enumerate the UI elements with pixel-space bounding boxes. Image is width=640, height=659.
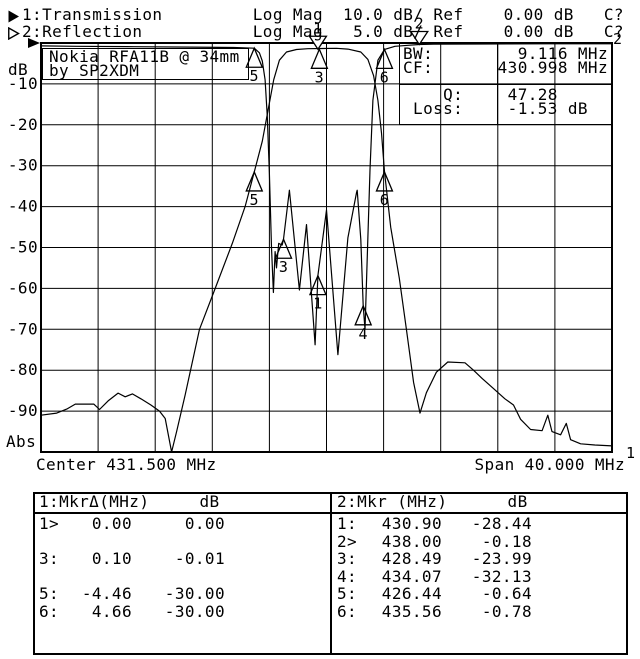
marker-6-label: 6 <box>380 191 389 209</box>
table1-marker-id: 6: <box>39 601 60 621</box>
table1-db-delta: 0.00 <box>184 514 225 533</box>
y-axis-tick-label: -20 <box>8 115 38 134</box>
y-axis-tick-label: -50 <box>8 238 38 257</box>
table1-marker-id: 3: <box>39 549 60 568</box>
table2-freq: 435.56 <box>381 601 442 621</box>
table2-marker-id: 1: <box>337 514 358 533</box>
annotation-title: Nokia RFA11B @ 34mm <box>49 47 240 66</box>
table1-marker-id: 5: <box>39 584 60 603</box>
y-axis-tick-label: -30 <box>8 156 38 175</box>
marker-4-triangle <box>354 304 373 326</box>
marker-5-label: 5 <box>250 67 259 85</box>
marker-table2-header: 2:Mkr (MHz) dB <box>337 492 528 511</box>
marker-1-triangle <box>308 273 327 296</box>
marker-1-label: 1 <box>313 19 322 37</box>
marker-5-label: 5 <box>250 191 259 209</box>
marker-3-triangle <box>274 237 293 259</box>
info-row-value: 9.116 MHz <box>517 44 608 63</box>
table2-freq: 430.90 <box>381 514 442 533</box>
table2-db: -32.13 <box>471 566 532 586</box>
table1-db-delta: -0.01 <box>174 549 225 568</box>
info-row-value: 47.28 <box>507 85 608 104</box>
measurement-info-box: BW: 9.116 MHz CF: 430.998 MHz Q: 47.28 Loss:… <box>399 43 612 125</box>
y-axis-tick-label: -70 <box>8 319 38 338</box>
y-axis-tick-label: -80 <box>8 360 38 379</box>
info-row-label: CF: <box>403 58 434 77</box>
table2-db: -23.99 <box>471 549 532 568</box>
x-axis-center-label: Center 431.500 MHz <box>36 455 217 474</box>
table1-freq-delta: -4.46 <box>81 584 132 603</box>
annotation-subtitle: by SP2XDM <box>49 61 140 80</box>
title-annotation-box: Nokia RFA11B @ 34mm by SP2XDM <box>42 48 249 80</box>
table1-db-delta: -30.00 <box>164 601 225 621</box>
measurement-plot: 1 3 5 6 1 2 3 4 5 6 dB-10 -20 -30 -40 -50 -60 -70 -80 -90 A… <box>6 14 635 474</box>
table2-marker-id: 4: <box>337 566 358 586</box>
table2-db: -0.18 <box>481 531 532 551</box>
info-row-label: BW: <box>403 44 434 63</box>
trace1-header: 1:Transmission Log Mag 10.0 dB/ Ref 0.00… <box>22 5 624 24</box>
y-axis-tick-label: -90 <box>8 401 38 420</box>
info-row-value: -1.53 dB <box>507 99 608 118</box>
info-box-divider-horizontal <box>400 83 611 85</box>
table1-marker-id: 1> <box>39 514 60 533</box>
marker-6-triangle <box>375 170 394 192</box>
table2-marker-id: 5: <box>337 584 358 603</box>
marker-1-label: 1 <box>313 295 322 313</box>
info-row-label: Loss: <box>403 99 464 118</box>
table2-freq: 428.49 <box>381 549 442 568</box>
marker-5-triangle <box>245 46 264 68</box>
table2-db: -28.44 <box>471 514 532 533</box>
marker-3-triangle <box>310 47 329 69</box>
transmission-trace <box>40 47 613 453</box>
y-axis-tick-label: -10 <box>8 74 38 93</box>
table2-db: -0.78 <box>481 601 532 621</box>
marker-1-triangle <box>308 35 328 51</box>
ref-level-arrow-icon <box>28 38 40 48</box>
y-axis-bottom-label: Abs <box>6 432 36 451</box>
x-axis-span-label: Span 40.000 MHz <box>475 455 626 474</box>
trace-end-label-1: 1 <box>626 444 635 462</box>
table2-marker-id: 2> <box>337 531 358 551</box>
table1-freq-delta: 0.10 <box>91 549 132 568</box>
info-row-value: 430.998 MHz <box>497 58 608 77</box>
y-axis-tick-label: -40 <box>8 197 38 216</box>
marker-2-label: 2 <box>415 14 424 32</box>
y-axis-unit-label: dB <box>8 60 28 79</box>
y-axis-tick-label: -60 <box>8 278 38 297</box>
marker-table1-header: 1:MkrΔ(MHz) dB <box>39 492 220 511</box>
plot-border <box>40 42 613 453</box>
marker-5-triangle <box>245 170 264 192</box>
marker-6-label: 6 <box>380 68 389 86</box>
marker-table-header-rule <box>35 512 626 514</box>
table2-freq: 438.00 <box>381 531 442 551</box>
reflection-trace <box>40 43 613 356</box>
table2-freq: 434.07 <box>381 566 442 586</box>
marker-6-triangle <box>375 47 394 70</box>
info-row-label: Q: <box>403 85 464 104</box>
marker-table-divider <box>330 494 332 653</box>
marker-2-triangle <box>409 30 429 46</box>
trace2-header: 2:Reflection Log Mag 5.0 dB/ Ref 0.00 dB… <box>22 22 624 41</box>
trace1-active-arrow-icon <box>8 10 19 23</box>
table2-freq: 426.44 <box>381 584 442 603</box>
marker-3-label: 3 <box>315 68 324 86</box>
table1-freq-delta: 0.00 <box>91 514 132 533</box>
table2-marker-id: 3: <box>337 549 358 568</box>
marker-4-label: 4 <box>358 325 367 343</box>
trace2-arrow-icon <box>8 27 20 40</box>
trace-end-label-2: 2 <box>613 30 622 48</box>
marker-3-label: 3 <box>279 258 288 276</box>
table2-marker-id: 6: <box>337 601 358 621</box>
info-box-divider-vertical <box>496 44 498 124</box>
table1-freq-delta: 4.66 <box>91 601 132 621</box>
marker-tables-box: 1:MkrΔ(MHz) dB 2:Mkr (MHz) dB 1> 0.00 0.00… <box>33 492 628 655</box>
table2-db: -0.64 <box>481 584 532 603</box>
table1-db-delta: -30.00 <box>164 584 225 603</box>
